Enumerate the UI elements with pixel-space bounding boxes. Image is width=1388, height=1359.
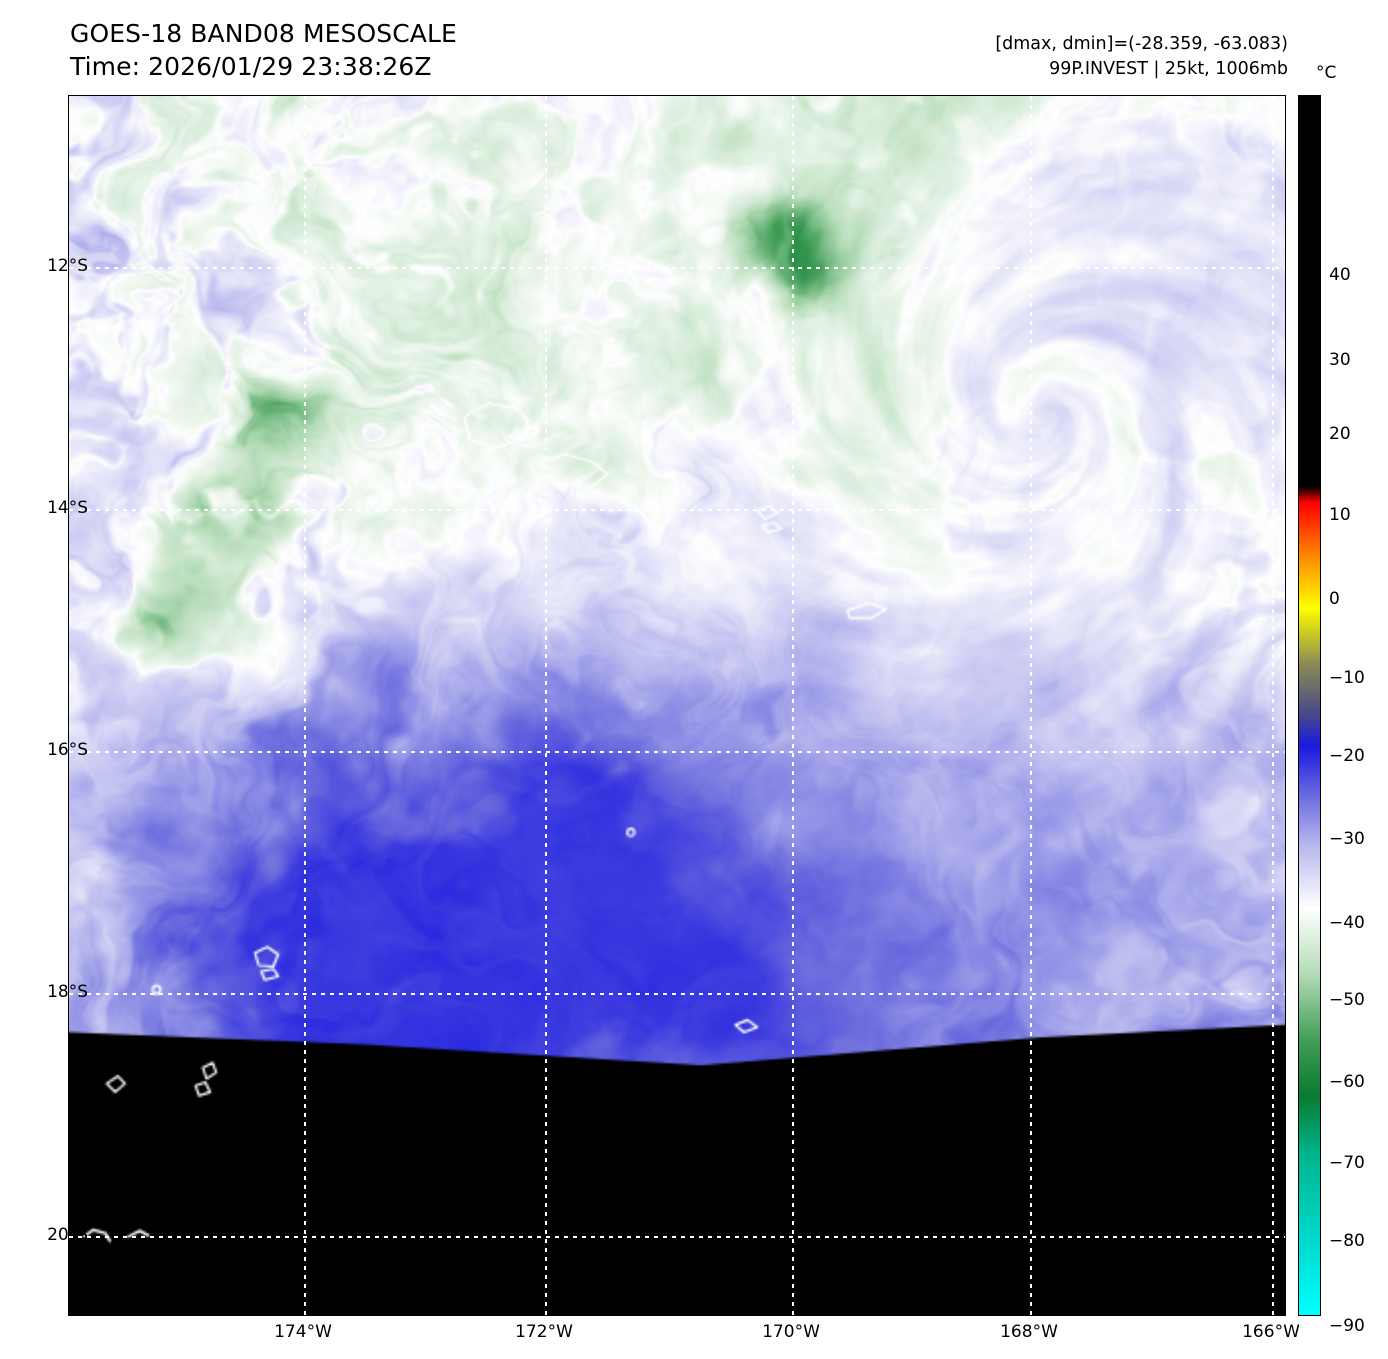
x-tick-label-1: 172°W: [515, 1322, 573, 1342]
colorbar-tick-0: 40: [1329, 265, 1351, 285]
y-tick-label-2: 16°S: [47, 740, 88, 760]
storm-info-label: 99P.INVEST | 25kt, 1006mb: [1049, 58, 1288, 79]
colorbar-tick-4: 0: [1329, 589, 1340, 609]
colorbar-tick-1: 30: [1329, 350, 1351, 370]
x-tick-label-4: 166°W: [1242, 1322, 1300, 1342]
satellite-image-plot[interactable]: Copyright © 2020-2026 Dapiya: [68, 95, 1286, 1316]
colorbar-tick-3: 10: [1329, 505, 1351, 525]
colorbar-tick-11: −70: [1329, 1153, 1365, 1173]
x-tick-label-2: 170°W: [762, 1322, 820, 1342]
colorbar-tick-5: −10: [1329, 668, 1365, 688]
y-tick-label-0: 12°S: [47, 256, 88, 276]
header-meta-block: [dmax, dmin]=(-28.359, -63.083) 99P.INVE…: [995, 32, 1288, 82]
satellite-raster: [69, 96, 1285, 1315]
colorbar-tick-10: −60: [1329, 1072, 1365, 1092]
x-tick-label-3: 168°W: [1000, 1322, 1058, 1342]
colorbar-tick-2: 20: [1329, 424, 1351, 444]
colorbar-unit-label: °C: [1316, 63, 1337, 83]
colorbar-tick-13: −90: [1329, 1316, 1365, 1336]
colorbar-tick-7: −30: [1329, 829, 1365, 849]
page-title: GOES-18 BAND08 MESOSCALE: [70, 19, 457, 48]
timestamp-label: Time: 2026/01/29 23:38:26Z: [70, 51, 432, 81]
header-title-block: GOES-18 BAND08 MESOSCALE Time: 2026/01/2…: [70, 18, 457, 83]
colorbar-tick-12: −80: [1329, 1231, 1365, 1251]
colorbar-tick-6: −20: [1329, 746, 1365, 766]
colorbar-tick-9: −50: [1329, 990, 1365, 1010]
y-tick-label-1: 14°S: [47, 498, 88, 518]
x-tick-label-0: 174°W: [274, 1322, 332, 1342]
y-tick-label-3: 18°S: [47, 982, 88, 1002]
temperature-colorbar[interactable]: [1298, 95, 1321, 1316]
y-tick-label-4: 20°S: [47, 1225, 88, 1245]
data-range-label: [dmax, dmin]=(-28.359, -63.083): [995, 34, 1288, 54]
colorbar-tick-8: −40: [1329, 913, 1365, 933]
